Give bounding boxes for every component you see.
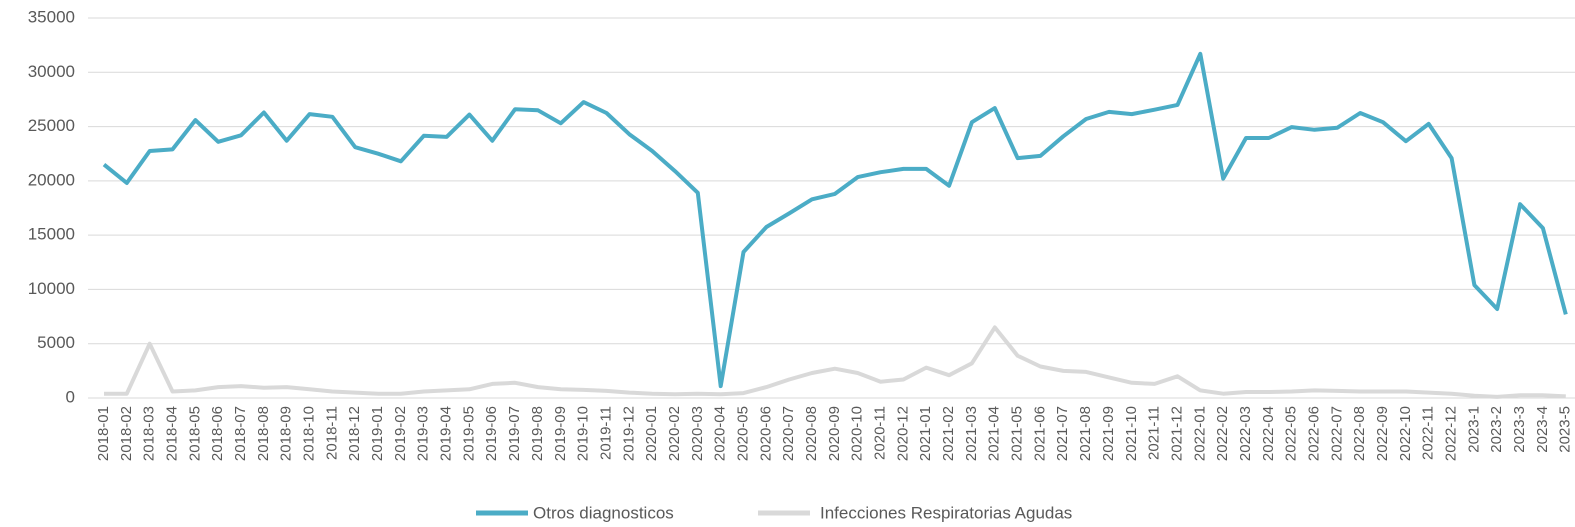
x-tick-label: 2021-09	[1100, 406, 1117, 461]
x-tick-label: 2022-07	[1328, 406, 1345, 461]
x-tick-label: 2021-01	[917, 406, 934, 461]
x-tick-label: 2018-11	[323, 406, 340, 460]
x-tick-label: 2021-10	[1123, 406, 1140, 461]
x-tick-label: 2018-12	[346, 406, 363, 461]
x-tick-label: 2018-06	[209, 406, 226, 461]
x-tick-label: 2020-02	[666, 406, 683, 461]
x-tick-label: 2021-07	[1054, 406, 1071, 461]
y-tick-label: 30000	[28, 62, 75, 81]
x-tick-label: 2022-08	[1351, 406, 1368, 461]
x-tick-label: 2022-01	[1191, 406, 1208, 461]
x-tick-label: 2023-3	[1511, 406, 1528, 453]
x-tick-label: 2022-02	[1214, 406, 1231, 461]
y-tick-label: 0	[66, 387, 75, 406]
x-tick-label: 2020-03	[689, 406, 706, 461]
y-tick-label: 20000	[28, 170, 75, 189]
x-tick-label: 2019-11	[597, 406, 614, 460]
x-tick-label: 2019-07	[506, 406, 523, 461]
x-tick-label: 2019-09	[552, 406, 569, 461]
x-tick-label: 2021-04	[986, 406, 1003, 461]
x-tick-label: 2018-02	[118, 406, 135, 461]
x-tick-label: 2018-03	[141, 406, 158, 461]
legend-label: Infecciones Respiratorias Agudas	[820, 503, 1072, 522]
x-tick-label: 2019-01	[369, 406, 386, 461]
series-line	[102, 51, 1568, 389]
x-tick-label: 2020-04	[712, 406, 729, 461]
x-tick-label: 2021-03	[963, 406, 980, 461]
legend-label: Otros diagnosticos	[533, 503, 674, 522]
x-tick-label: 2022-10	[1397, 406, 1414, 461]
x-tick-label: 2022-12	[1443, 406, 1460, 461]
x-tick-label: 2018-05	[186, 406, 203, 461]
x-tick-label: 2021-02	[940, 406, 957, 461]
x-tick-label: 2018-07	[232, 406, 249, 461]
x-tick-label: 2018-01	[95, 406, 112, 461]
x-tick-label: 2020-05	[734, 406, 751, 461]
x-tick-label: 2018-04	[163, 406, 180, 461]
y-tick-label: 15000	[28, 225, 75, 244]
x-tick-label: 2021-06	[1031, 406, 1048, 461]
x-tick-label: 2019-03	[415, 406, 432, 461]
x-tick-label: 2023-1	[1465, 406, 1482, 453]
x-tick-label: 2020-12	[894, 406, 911, 461]
x-tick-label: 2022-05	[1283, 406, 1300, 461]
x-tick-label: 2022-03	[1237, 406, 1254, 461]
x-tick-label: 2019-12	[620, 406, 637, 461]
x-tick-label: 2023-5	[1557, 406, 1574, 453]
x-tick-label: 2021-05	[1009, 406, 1026, 461]
y-tick-label: 25000	[28, 116, 75, 135]
y-tick-label: 5000	[37, 333, 75, 352]
x-tick-label: 2021-12	[1168, 406, 1185, 461]
x-tick-label: 2020-07	[780, 406, 797, 461]
x-tick-label: 2019-06	[483, 406, 500, 461]
x-tick-label: 2020-08	[803, 406, 820, 461]
x-tick-label: 2018-08	[255, 406, 272, 461]
x-tick-label: 2018-10	[301, 406, 318, 461]
x-tick-label: 2022-06	[1305, 406, 1322, 461]
y-tick-label: 35000	[28, 7, 75, 26]
x-tick-label: 2020-10	[849, 406, 866, 461]
x-tick-label: 2020-09	[826, 406, 843, 461]
x-tick-label: 2022-04	[1260, 406, 1277, 461]
x-tick-label: 2019-04	[438, 406, 455, 461]
x-tick-label: 2019-08	[529, 406, 546, 461]
x-tick-label: 2023-2	[1488, 406, 1505, 453]
x-tick-label: 2022-09	[1374, 406, 1391, 461]
x-tick-label: 2019-05	[460, 406, 477, 461]
x-tick-label: 2020-06	[757, 406, 774, 461]
series-line	[104, 325, 1566, 399]
x-tick-label: 2019-02	[392, 406, 409, 461]
y-tick-label: 10000	[28, 279, 75, 298]
x-tick-label: 2018-09	[278, 406, 295, 461]
x-tick-label: 2021-08	[1077, 406, 1094, 461]
x-tick-label: 2020-01	[643, 406, 660, 461]
x-tick-label: 2020-11	[872, 406, 889, 460]
x-tick-label: 2022-11	[1420, 406, 1437, 460]
x-tick-label: 2021-11	[1146, 406, 1163, 460]
x-tick-label: 2023-4	[1534, 406, 1551, 453]
x-tick-label: 2019-10	[575, 406, 592, 461]
